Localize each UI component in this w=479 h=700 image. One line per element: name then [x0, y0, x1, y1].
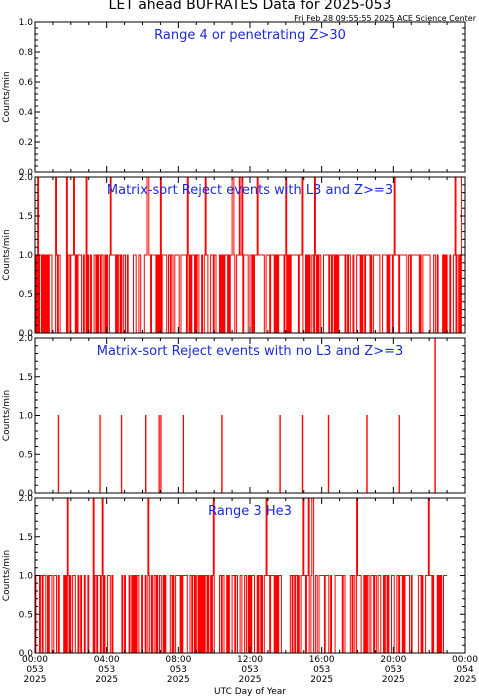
x-tick-text: 053: [170, 665, 187, 675]
x-tick-text: 2025: [382, 675, 405, 685]
x-tick-text: 12:00: [237, 655, 263, 665]
panel-title: Matrix-sort Reject events with L3 and Z>…: [107, 183, 393, 198]
y-tick-label: 1.0: [19, 18, 34, 28]
x-tick-text: 053: [241, 665, 258, 675]
chart-title: LET ahead BUFRATES Data for 2025-053: [109, 0, 392, 13]
y-axis-label: Counts/min: [2, 229, 12, 280]
y-tick-label: 1.0: [19, 251, 34, 261]
x-tick-text: 053: [385, 665, 402, 675]
y-tick-label: 0.2: [19, 138, 33, 148]
y-tick-label: 2.0: [19, 494, 34, 504]
x-tick-text: 20:00: [380, 655, 406, 665]
panel-4: 0.0 0.5 1.0 1.5 2.0 Counts/min Range 3 He3: [2, 494, 466, 659]
y-tick-label: 1.0: [19, 412, 34, 422]
x-tick-text: 053: [26, 665, 43, 675]
y-axis-label: Counts/min: [2, 71, 12, 122]
y-tick-label: 0.4: [19, 108, 34, 118]
x-tick-text: 2025: [454, 675, 477, 685]
y-tick-label: 1.5: [19, 373, 33, 383]
y-tick-label: 1.5: [19, 212, 33, 222]
x-tick-text: 2025: [95, 675, 118, 685]
x-tick-text: 054: [456, 665, 473, 675]
panel-title: Matrix-sort Reject events with no L3 and…: [97, 344, 404, 359]
series-line: [35, 176, 463, 334]
y-tick-label: 0.0: [19, 489, 34, 499]
y-tick-label: 0.5: [19, 610, 33, 620]
y-tick-label: 1.5: [19, 533, 33, 543]
panel-1: 0.0 0.2 0.4 0.6 0.8 1.0 Counts/min Range 4 or p…: [2, 18, 466, 178]
y-tick-label: 0.0: [19, 168, 34, 178]
panel-title: Range 3 He3: [208, 504, 292, 519]
y-tick-label: 2.0: [19, 173, 34, 183]
x-tick-text: 00:00: [22, 655, 48, 665]
y-tick-label: 0.6: [19, 78, 34, 88]
series-line: [35, 497, 448, 654]
x-axis: 00:00053202504:00053202508:00053202512:0…: [22, 655, 478, 685]
x-tick-text: 2025: [24, 675, 47, 685]
y-axis-label: Counts/min: [2, 550, 12, 601]
x-axis-label: UTC Day of Year: [214, 687, 286, 697]
y-tick-label: 0.5: [19, 450, 33, 460]
timestamp: Fri Feb 28 09:55:55 2025 ACE Science Cen…: [294, 14, 477, 23]
panel-title: Range 4 or penetrating Z>30: [154, 28, 346, 43]
y-tick-label: 0.0: [19, 649, 34, 659]
panel-2: 0.0 0.5 1.0 1.5 2.0 Counts/min Matrix-sort Rej…: [2, 173, 466, 339]
x-tick-text: 2025: [310, 675, 333, 685]
y-tick-label: 0.8: [19, 48, 34, 58]
x-tick-text: 053: [313, 665, 330, 675]
plot-frame: [34, 21, 466, 173]
x-tick-text: 08:00: [165, 655, 191, 665]
panel-3: 0.0 0.5 1.0 1.5 2.0 Counts/min Matrix-sort Rej…: [2, 334, 466, 499]
x-tick-text: 00:00: [452, 655, 478, 665]
panels: 0.0 0.2 0.4 0.6 0.8 1.0 Counts/min Range 4 or p…: [2, 18, 466, 659]
x-tick-text: 16:00: [309, 655, 335, 665]
y-tick-label: 2.0: [19, 334, 34, 344]
x-tick-text: 053: [98, 665, 115, 675]
y-tick-label: 0.5: [19, 290, 33, 300]
x-tick-text: 2025: [239, 675, 262, 685]
y-tick-label: 0.0: [19, 329, 34, 339]
x-tick-text: 2025: [167, 675, 190, 685]
y-axis-label: Counts/min: [2, 390, 12, 441]
y-tick-label: 1.0: [19, 572, 34, 582]
series-line: [35, 337, 465, 494]
x-tick-text: 04:00: [94, 655, 120, 665]
